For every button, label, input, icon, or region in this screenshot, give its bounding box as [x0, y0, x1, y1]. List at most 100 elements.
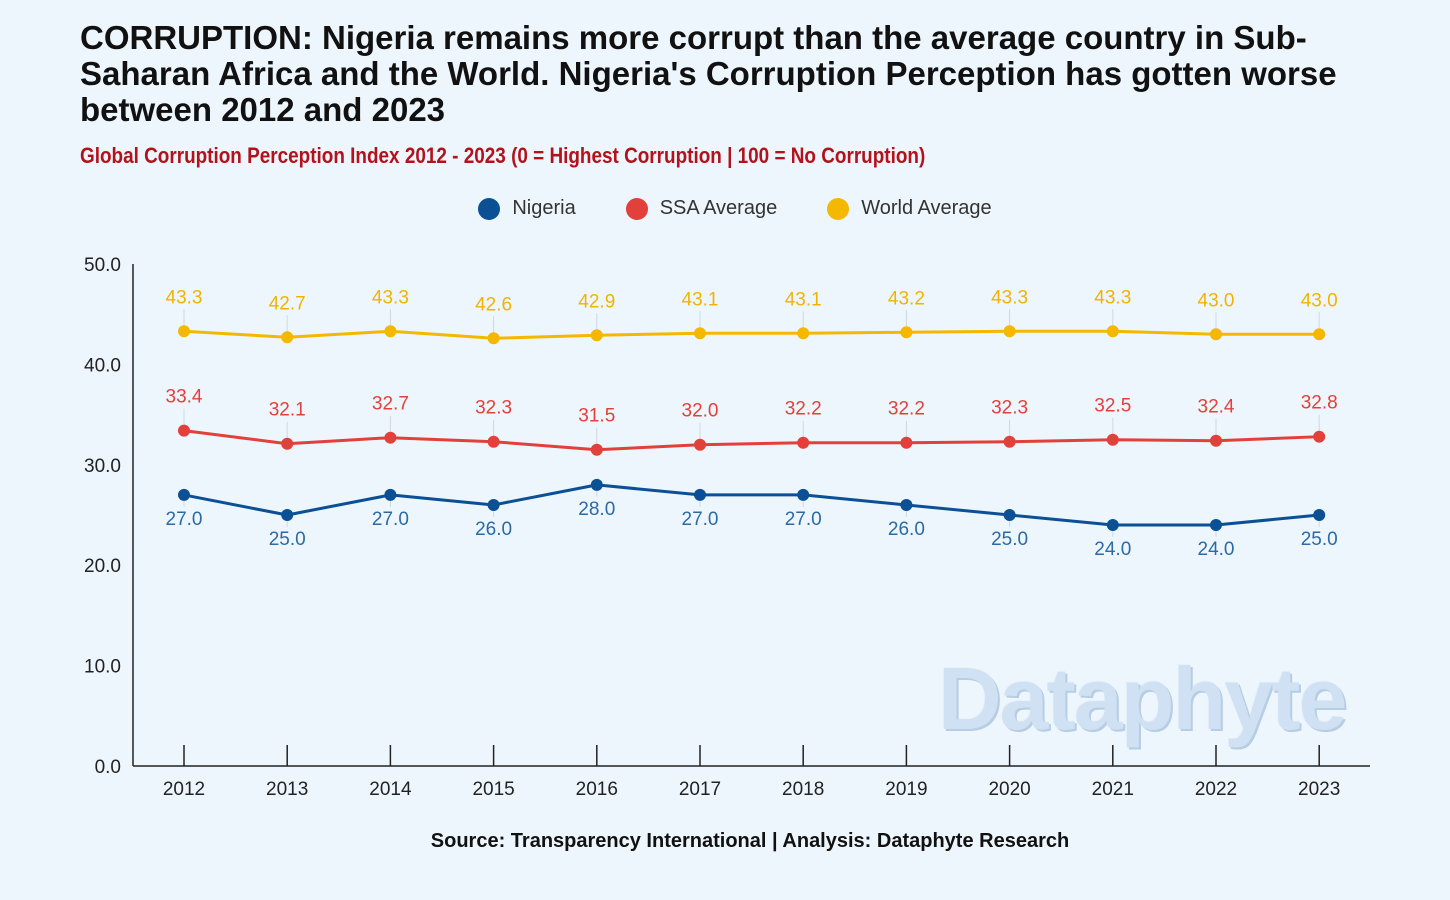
y-tick-label: 0.0 [95, 757, 121, 778]
data-point [694, 327, 706, 340]
data-point [590, 329, 603, 342]
data-point [900, 436, 913, 449]
chart-subtitle: Global Corruption Perception Index 2012 … [80, 143, 926, 168]
data-label: 25.0 [269, 529, 306, 550]
data-point [797, 488, 810, 501]
data-label: 43.2 [888, 288, 925, 309]
data-point [1210, 434, 1222, 447]
data-point [1313, 509, 1326, 521]
legend-label-world: World Average [861, 197, 992, 219]
data-label: 24.0 [1198, 539, 1235, 560]
data-point [487, 332, 500, 345]
x-tick-label: 2016 [576, 779, 618, 800]
data-label: 43.3 [372, 287, 409, 308]
data-label: 32.3 [991, 398, 1028, 419]
data-label: 43.0 [1301, 290, 1338, 311]
data-label: 42.9 [578, 291, 615, 312]
data-point [900, 498, 913, 511]
x-tick-label: 2014 [369, 779, 412, 800]
data-label: 25.0 [991, 529, 1028, 550]
x-tick-label: 2020 [988, 779, 1030, 800]
data-label: 32.2 [785, 399, 822, 420]
data-point [178, 325, 190, 338]
data-point [590, 478, 603, 491]
legend-item-ssa[interactable]: SSA Average [625, 197, 778, 220]
data-point [281, 437, 294, 450]
data-label: 32.3 [475, 398, 512, 419]
legend-label-nigeria: Nigeria [512, 197, 576, 219]
data-label: 27.0 [372, 509, 409, 530]
data-label: 32.2 [888, 399, 925, 420]
data-point [1313, 430, 1326, 443]
data-label: 43.0 [1198, 290, 1235, 311]
y-tick-label: 40.0 [84, 355, 121, 376]
data-point [1210, 519, 1222, 532]
legend-item-world[interactable]: World Average [827, 197, 992, 220]
data-point [797, 436, 810, 449]
data-point [1003, 325, 1016, 338]
data-label: 42.6 [475, 294, 512, 315]
data-label: 24.0 [1094, 539, 1131, 560]
series-line-nigeria [183, 483, 1320, 527]
chart-title: CORRUPTION: Nigeria remains more corrupt… [80, 19, 1337, 128]
data-point [590, 443, 603, 456]
data-label: 32.1 [269, 400, 306, 421]
legend-label-ssa: SSA Average [659, 197, 778, 219]
data-point [1003, 435, 1016, 448]
data-point [281, 331, 294, 344]
data-label: 43.1 [785, 289, 822, 310]
data-label: 31.5 [578, 406, 615, 427]
data-label: 32.7 [372, 394, 409, 415]
data-point [384, 325, 397, 338]
data-point [1210, 328, 1222, 341]
data-label: 42.7 [269, 293, 306, 314]
series-line-world-average [183, 329, 1320, 340]
legend-marker-ssa [625, 197, 648, 220]
x-tick-label: 2018 [782, 779, 824, 800]
y-tick-label: 30.0 [84, 456, 121, 477]
data-label: 26.0 [888, 519, 925, 540]
data-label: 32.5 [1094, 396, 1131, 417]
x-tick-label: 2019 [885, 779, 927, 800]
data-label: 28.0 [578, 499, 615, 520]
data-label: 26.0 [475, 519, 512, 540]
data-label: 43.1 [682, 289, 719, 310]
data-label: 43.3 [991, 287, 1028, 308]
data-point [384, 431, 397, 444]
data-label: 25.0 [1301, 529, 1338, 550]
x-tick-label: 2015 [472, 779, 514, 800]
data-point [1106, 433, 1119, 446]
x-tick-label: 2021 [1092, 779, 1134, 800]
legend-marker-world [827, 197, 850, 220]
x-tick-label: 2012 [163, 779, 205, 800]
data-point [487, 498, 500, 511]
data-point [694, 488, 706, 501]
x-tick-label: 2023 [1298, 779, 1340, 800]
data-point [281, 509, 294, 521]
data-label: 27.0 [682, 509, 719, 530]
data-label: 32.0 [682, 401, 719, 422]
data-label: 43.3 [1094, 287, 1131, 308]
data-point [1106, 519, 1119, 532]
data-label: 32.8 [1301, 393, 1338, 414]
data-label: 33.4 [166, 387, 203, 408]
data-label: 43.3 [166, 287, 203, 308]
y-tick-label: 10.0 [84, 657, 121, 678]
series-line-ssa-average [183, 429, 1320, 452]
x-tick-label: 2017 [679, 779, 721, 800]
legend-item-nigeria[interactable]: Nigeria [478, 197, 576, 220]
x-tick-label: 2022 [1195, 779, 1237, 800]
x-tick-label: 2013 [266, 779, 308, 800]
data-point [178, 424, 190, 437]
dataphyte-watermark: Dataphyte [938, 649, 1347, 748]
data-point [1313, 328, 1326, 341]
legend-marker-nigeria [478, 197, 501, 220]
data-point [178, 488, 190, 501]
y-tick-label: 50.0 [84, 255, 121, 276]
data-point [900, 326, 913, 339]
y-tick-label: 20.0 [84, 556, 121, 577]
data-point [384, 488, 397, 501]
legend: Nigeria SSA Average World Average [0, 197, 1450, 220]
data-point [487, 435, 500, 448]
